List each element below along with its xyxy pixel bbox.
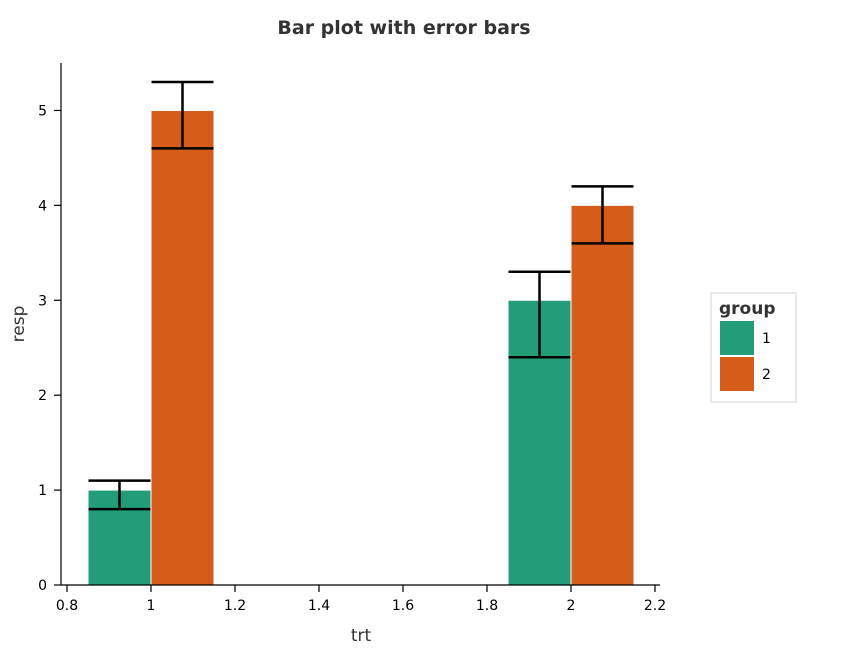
x-tick-label: 1.6 (392, 598, 414, 614)
y-tick-label: 0 (38, 578, 47, 594)
x-tick-label: 1.4 (308, 598, 330, 614)
legend-label-group-1: 1 (762, 331, 771, 347)
y-axis-ticks: 0 1 2 3 4 5 (38, 103, 61, 594)
error-bar-group-2-1 (151, 80, 214, 150)
bar-group-2-2 (570, 204, 635, 586)
x-tick-label: 1.8 (476, 598, 498, 614)
y-tick-label: 2 (38, 388, 47, 404)
x-tick-label: 2.2 (644, 598, 666, 614)
error-bars-layer (88, 80, 634, 511)
bars-layer (87, 109, 635, 586)
x-tick-label: 2 (567, 598, 576, 614)
y-tick-label: 4 (38, 198, 47, 214)
x-tick-label: 0.8 (56, 598, 78, 614)
error-bar-group-1-2 (508, 270, 571, 359)
legend-swatch-group-2 (720, 357, 754, 391)
legend-title: group (719, 299, 776, 319)
x-axis-ticks: 0.8 1 1.2 1.4 1.6 1.8 2 2.2 (56, 585, 666, 614)
legend-items: 12 (720, 321, 771, 391)
y-tick-label: 5 (38, 103, 47, 119)
legend-label-group-2: 2 (762, 367, 771, 383)
error-bar-group-2-2 (571, 185, 634, 245)
chart-title: Bar plot with error bars (277, 17, 530, 39)
bar-group-2-1 (150, 109, 215, 586)
legend-swatch-group-1 (720, 321, 754, 355)
legend: group 12 (710, 292, 797, 403)
y-axis-label: resp (9, 306, 29, 343)
y-tick-label: 1 (38, 483, 47, 499)
error-bar-group-1-1 (88, 479, 151, 511)
y-tick-label: 3 (38, 293, 47, 309)
x-tick-label: 1 (147, 598, 156, 614)
x-tick-label: 1.2 (224, 598, 246, 614)
x-axis-label: trt (351, 626, 372, 646)
